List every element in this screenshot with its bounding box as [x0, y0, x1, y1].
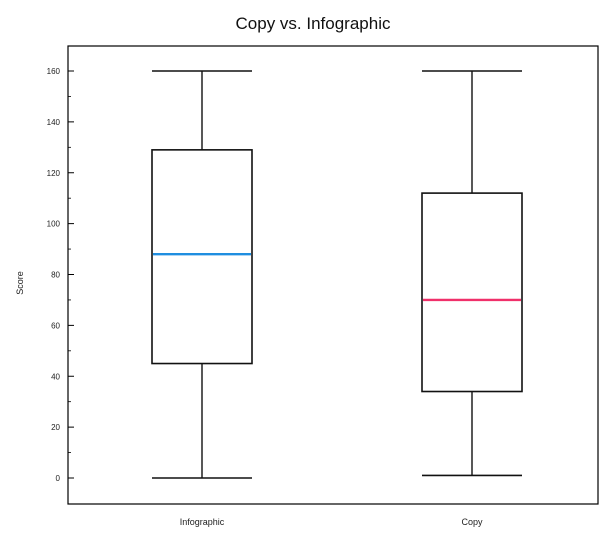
y-tick-label-20: 20 [51, 423, 60, 432]
y-tick-label-60: 60 [51, 321, 60, 330]
y-tick-label-100: 100 [47, 220, 61, 229]
category-label-infographic: Infographic [180, 517, 225, 527]
box-infographic [151, 70, 253, 479]
y-tick-label-80: 80 [51, 271, 60, 280]
y-tick-label-120: 120 [47, 169, 61, 178]
box-copy [421, 70, 523, 477]
y-axis-label: Score [15, 271, 25, 295]
category-label-copy: Copy [461, 517, 483, 527]
box-series [151, 70, 523, 479]
y-tick-label-0: 0 [56, 474, 61, 483]
iqr-box-copy [421, 192, 523, 393]
y-tick-label-40: 40 [51, 372, 60, 381]
chart-title: Copy vs. Infographic [236, 14, 391, 33]
y-tick-label-160: 160 [47, 67, 61, 76]
iqr-box-infographic [151, 149, 253, 365]
x-axis-category-labels: Infographic Copy [180, 517, 483, 527]
y-tick-label-140: 140 [47, 118, 61, 127]
y-axis-ticks: 0 20 40 60 80 100 120 140 160 [47, 67, 74, 483]
